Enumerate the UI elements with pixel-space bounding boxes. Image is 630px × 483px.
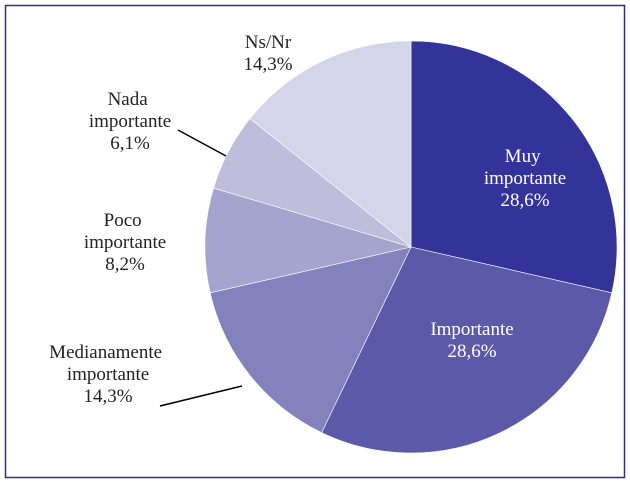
- slice-label: Ns/Nr: [245, 32, 292, 53]
- slice-label: Nada importante: [89, 89, 171, 132]
- slice-label: Poco importante: [84, 210, 166, 253]
- label-line: Importante: [430, 319, 513, 340]
- label-line: Nada: [108, 89, 153, 110]
- slice-label: Medianamente importante: [49, 342, 167, 385]
- pie-slice: [249, 40, 412, 248]
- label-line: importante: [484, 168, 566, 189]
- value-label: 14,3%: [243, 54, 292, 75]
- label-line: Ns/Nr: [245, 32, 292, 53]
- leader-line: [159, 385, 243, 407]
- slice-label: Muy importante: [484, 146, 566, 189]
- value-label: 14,3%: [83, 386, 132, 407]
- label-line: Muy: [505, 146, 546, 167]
- label-line: Poco: [104, 210, 147, 231]
- value-label: 8,2%: [105, 254, 145, 275]
- pie-slice: [209, 246, 412, 434]
- value-label: 28,6%: [447, 341, 496, 362]
- pie-slice: [410, 40, 618, 294]
- label-line: importante: [89, 111, 171, 132]
- value-label: 6,1%: [110, 133, 150, 154]
- pie-slice: [204, 187, 413, 294]
- label-line: importante: [67, 364, 149, 385]
- label-line: importante: [84, 232, 166, 253]
- value-label: 28,6%: [500, 190, 549, 211]
- label-line: Medianamente: [49, 342, 167, 363]
- slice-label: Importante: [430, 319, 513, 340]
- pie-slice: [321, 246, 613, 454]
- leader-line: [177, 129, 227, 157]
- pie: [204, 40, 618, 454]
